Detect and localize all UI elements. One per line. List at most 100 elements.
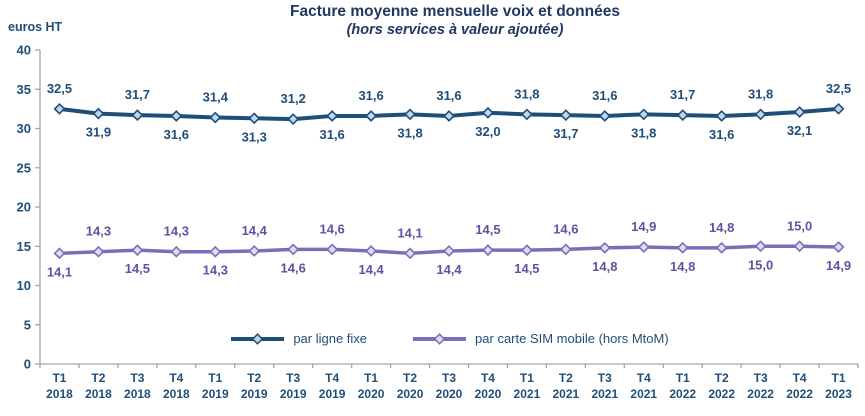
data-point-label-fixed-line: 31,6	[436, 88, 461, 103]
data-point-marker-fixed-line	[598, 110, 611, 122]
data-point-marker-mobile-sim	[365, 245, 378, 257]
data-point-marker-fixed-line	[131, 109, 144, 122]
data-point-label-mobile-sim: 14,3	[86, 224, 111, 239]
x-axis-label-quarter: T1	[676, 371, 690, 385]
data-point-marker-fixed-line	[326, 110, 339, 122]
x-axis-label-year: 2021	[553, 387, 580, 401]
data-point-marker-mobile-sim	[520, 244, 533, 257]
x-axis-label-year: 2020	[397, 387, 424, 401]
x-axis-label-quarter: T2	[559, 371, 573, 385]
data-point-marker-fixed-line	[248, 112, 261, 125]
data-point-label-mobile-sim: 14,8	[670, 259, 695, 274]
data-point-marker-fixed-line	[404, 108, 416, 121]
x-axis-label-year: 2019	[280, 387, 307, 401]
y-axis-tick-label: 0	[24, 357, 31, 372]
y-axis-tick-label: 5	[24, 317, 31, 332]
legend-label-mobile-sim: par carte SIM mobile (hors MtoM)	[475, 331, 669, 346]
data-point-label-fixed-line: 32,5	[826, 81, 851, 96]
data-point-label-fixed-line: 31,6	[709, 127, 734, 142]
x-axis-label-quarter: T1	[832, 371, 846, 385]
data-point-label-fixed-line: 31,2	[281, 91, 306, 106]
data-point-marker-mobile-sim	[637, 241, 650, 253]
data-point-label-mobile-sim: 14,6	[281, 260, 306, 275]
x-axis-label-quarter: T1	[364, 371, 378, 385]
data-point-label-fixed-line: 31,8	[631, 125, 656, 140]
data-point-marker-mobile-sim	[754, 240, 767, 253]
y-axis-tick-label: 15	[17, 239, 31, 254]
data-point-label-mobile-sim: 15,0	[748, 257, 773, 272]
y-axis-tick-label: 30	[17, 121, 31, 136]
data-point-marker-fixed-line	[832, 102, 845, 115]
data-point-marker-fixed-line	[793, 106, 806, 118]
data-point-label-mobile-sim: 14,4	[358, 262, 384, 277]
x-axis-label-year: 2023	[825, 387, 852, 401]
data-point-marker-mobile-sim	[598, 241, 611, 254]
data-point-label-mobile-sim: 14,3	[203, 263, 228, 278]
y-axis-tick-label: 10	[17, 278, 31, 293]
data-point-label-fixed-line: 31,7	[670, 87, 695, 102]
data-point-marker-fixed-line	[637, 108, 650, 121]
data-point-marker-mobile-sim	[209, 245, 222, 258]
data-point-marker-fixed-line	[559, 109, 572, 122]
data-point-label-mobile-sim: 14,5	[125, 261, 150, 276]
x-axis-label-year: 2019	[202, 387, 229, 401]
y-axis-tick-label: 20	[17, 200, 31, 215]
data-point-label-fixed-line: 31,8	[514, 86, 539, 101]
data-point-label-fixed-line: 31,7	[125, 87, 150, 102]
data-point-label-mobile-sim: 14,3	[164, 224, 189, 239]
x-axis-label-year: 2022	[747, 387, 774, 401]
y-axis-unit-label: euros HT	[8, 20, 63, 34]
data-point-marker-mobile-sim	[832, 241, 845, 253]
data-point-label-fixed-line: 31,6	[358, 88, 383, 103]
data-point-marker-mobile-sim	[793, 240, 806, 253]
x-axis-label-quarter: T2	[247, 371, 261, 385]
x-axis-label-quarter: T3	[754, 371, 768, 385]
data-point-label-fixed-line: 31,8	[397, 125, 422, 140]
x-axis-label-year: 2019	[319, 387, 346, 401]
chart-header: Facture moyenne mensuelle voix et donnée…	[45, 2, 865, 40]
x-axis-label-quarter: T4	[481, 371, 495, 385]
data-point-marker-mobile-sim	[92, 245, 105, 258]
data-point-label-fixed-line: 31,4	[203, 90, 229, 105]
data-point-marker-fixed-line	[209, 111, 222, 124]
data-point-marker-mobile-sim	[287, 243, 300, 256]
data-point-marker-fixed-line	[365, 110, 378, 122]
data-point-label-mobile-sim: 14,1	[397, 225, 422, 240]
data-point-marker-fixed-line	[287, 113, 300, 126]
data-point-marker-mobile-sim	[53, 247, 66, 260]
x-axis-label-quarter: T2	[403, 371, 417, 385]
x-axis-label-quarter: T1	[520, 371, 534, 385]
fixed-line-legend-icon	[231, 332, 285, 345]
data-point-label-mobile-sim: 14,5	[475, 222, 500, 237]
legend-diamond-marker-icon	[251, 332, 264, 345]
x-axis-label-quarter: T4	[325, 371, 339, 385]
data-point-marker-fixed-line	[92, 107, 105, 120]
legend: par ligne fixe par carte SIM mobile (hor…	[40, 331, 858, 346]
x-axis-label-quarter: T1	[52, 371, 66, 385]
data-point-label-fixed-line: 31,6	[164, 127, 189, 142]
legend-label-fixed-line: par ligne fixe	[293, 331, 368, 346]
data-point-label-mobile-sim: 14,6	[319, 221, 344, 236]
x-axis-label-quarter: T3	[442, 371, 456, 385]
data-point-label-fixed-line: 31,8	[748, 86, 773, 101]
data-point-marker-fixed-line	[520, 108, 533, 121]
x-axis-label-year: 2022	[669, 387, 696, 401]
x-axis-label-year: 2018	[124, 387, 151, 401]
mobile-sim-legend-icon	[413, 332, 467, 345]
chart-title: Facture moyenne mensuelle voix et donnée…	[290, 3, 620, 20]
data-point-marker-mobile-sim	[131, 244, 144, 257]
x-axis-label-year: 2020	[475, 387, 502, 401]
x-axis-label-year: 2021	[630, 387, 657, 401]
data-point-label-fixed-line: 32,0	[475, 124, 500, 139]
data-point-label-fixed-line: 31,6	[319, 127, 344, 142]
data-point-label-fixed-line: 31,9	[86, 125, 111, 140]
x-axis-label-quarter: T1	[208, 371, 222, 385]
data-point-marker-fixed-line	[482, 106, 494, 119]
data-point-marker-mobile-sim	[443, 245, 455, 257]
x-axis-label-quarter: T2	[91, 371, 105, 385]
data-point-marker-mobile-sim	[326, 243, 339, 256]
x-axis-label-quarter: T3	[598, 371, 612, 385]
y-axis-tick-label: 25	[17, 160, 31, 175]
